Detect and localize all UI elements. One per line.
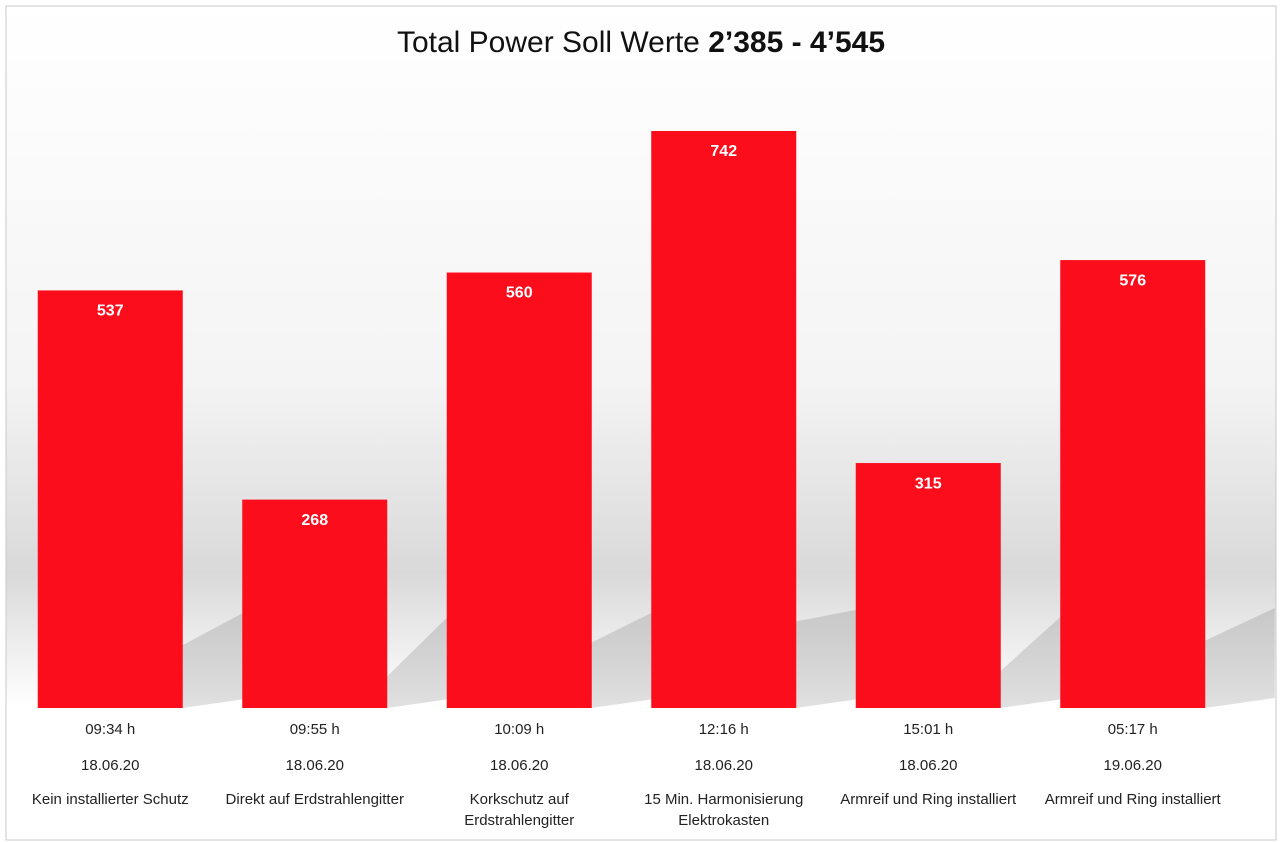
- bar-shadow: [591, 608, 662, 708]
- data-label: 537: [97, 303, 124, 320]
- x-tick-label: Armreif und Ring installiert: [1045, 791, 1222, 808]
- x-tick-label: 10:09 h: [494, 721, 544, 738]
- bar-shadow: [1000, 608, 1071, 708]
- x-tick-label: 18.06.20: [695, 757, 753, 774]
- bar: [855, 463, 1001, 708]
- bar: [1060, 260, 1206, 708]
- x-tick-label: 18.06.20: [286, 757, 344, 774]
- data-label: 742: [710, 143, 737, 160]
- x-tick-label: Direkt auf Erdstrahlengitter: [226, 791, 404, 808]
- x-tick-label: 18.06.20: [81, 757, 139, 774]
- x-tick-label: 18.06.20: [899, 757, 957, 774]
- x-tick-label: 05:17 h: [1108, 721, 1158, 738]
- x-tick-label: Korkschutz auf: [470, 791, 570, 808]
- data-label: 576: [1119, 272, 1146, 289]
- x-tick-label: Elektrokasten: [678, 812, 769, 829]
- bar-shadow: [1204, 608, 1275, 708]
- x-tick-label: 12:16 h: [699, 721, 749, 738]
- bar-shadow: [386, 608, 457, 708]
- title-text: Total Power Soll Werte: [397, 26, 700, 59]
- bar: [37, 290, 183, 708]
- x-tick-label: 09:55 h: [290, 721, 340, 738]
- x-tick-label: 15:01 h: [903, 721, 953, 738]
- data-label: 315: [915, 475, 942, 492]
- x-tick-label: Erdstrahlengitter: [464, 812, 574, 829]
- x-tick-label: Armreif und Ring installiert: [840, 791, 1017, 808]
- x-tick-label: 19.06.20: [1104, 757, 1162, 774]
- title-emphasis: 2’385 - 4’545: [708, 26, 885, 59]
- bar-shadow: [795, 608, 866, 708]
- x-tick-label: 15 Min. Harmonisierung: [644, 791, 803, 808]
- chart-title: Total Power Soll Werte 2’385 - 4’545: [397, 26, 885, 59]
- bar: [446, 272, 592, 708]
- bar-shadow: [182, 608, 253, 708]
- x-tick-label: 18.06.20: [490, 757, 548, 774]
- data-label: 560: [506, 285, 533, 302]
- bar: [242, 499, 388, 708]
- bar: [651, 131, 797, 708]
- data-label: 268: [301, 512, 328, 529]
- x-tick-label: 09:34 h: [85, 721, 135, 738]
- x-tick-label: Kein installierter Schutz: [32, 791, 189, 808]
